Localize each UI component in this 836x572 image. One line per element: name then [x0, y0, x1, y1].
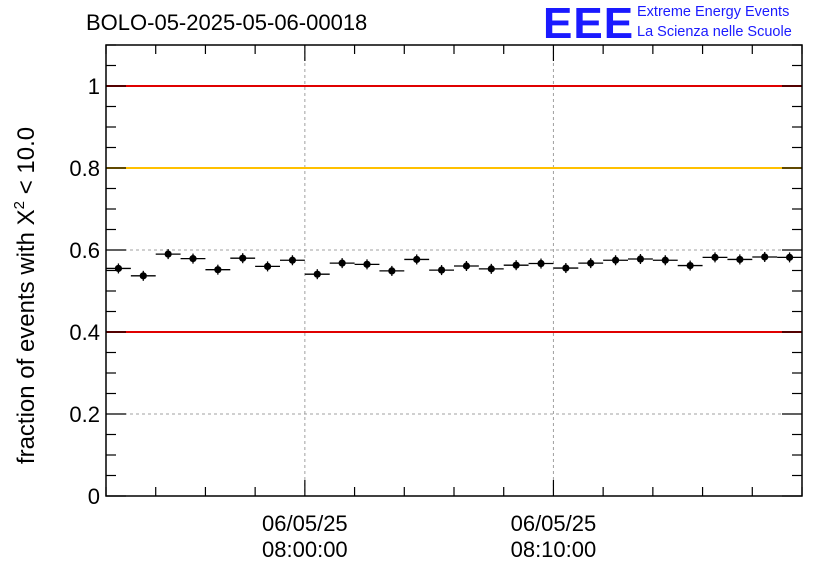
eee-logo-line2: La Scienza nelle Scuole — [637, 24, 792, 40]
data-point — [661, 256, 669, 264]
data-point — [761, 253, 769, 261]
data-point — [388, 267, 396, 275]
y-tick-label: 1 — [88, 74, 100, 99]
data-point — [114, 264, 123, 273]
y-axis-label-sup: 2 — [11, 201, 28, 209]
data-point — [462, 262, 471, 270]
data-points — [106, 249, 802, 281]
data-point — [711, 253, 719, 261]
y-axis-label-prefix: fraction of events with — [13, 225, 40, 464]
eee-logo-line1: Extreme Energy Events — [637, 4, 790, 20]
y-tick-label: 0.4 — [69, 320, 100, 345]
data-point — [562, 264, 570, 272]
data-point — [189, 255, 197, 263]
data-point — [636, 255, 645, 263]
x-tick-label-date: 06/05/25 — [262, 511, 348, 536]
y-tick-labels: 0 0.2 0.4 0.6 0.8 1 — [69, 74, 100, 509]
reference-lines — [106, 85, 802, 333]
data-point — [164, 250, 172, 258]
data-point — [338, 259, 346, 267]
y-tick-label: 0.8 — [69, 156, 100, 181]
data-point — [139, 272, 147, 280]
data-point — [413, 255, 421, 264]
data-point — [736, 255, 744, 264]
x-tick-label-time: 08:00:00 — [262, 537, 348, 562]
data-point — [537, 259, 545, 268]
axis-ticks — [105, 44, 803, 497]
data-point — [686, 261, 694, 270]
data-point — [363, 260, 371, 268]
data-point — [587, 259, 595, 267]
data-point — [512, 261, 520, 269]
y-axis-label-symbol: X — [13, 209, 40, 225]
x-tick-label-time: 08:10:00 — [511, 537, 597, 562]
data-point — [214, 266, 222, 274]
y-tick-label: 0.2 — [69, 402, 100, 427]
y-axis-label-suffix: < 10.0 — [13, 127, 40, 201]
data-point — [239, 254, 247, 262]
data-point — [611, 256, 620, 264]
data-point — [785, 253, 794, 261]
data-point — [263, 262, 272, 270]
data-point — [313, 270, 321, 278]
eee-logo-mark: EEE — [543, 0, 635, 48]
data-point — [487, 265, 495, 273]
y-tick-label: 0 — [88, 484, 100, 509]
chart-title: BOLO-05-2025-05-06-00018 — [86, 10, 368, 35]
data-point — [288, 256, 297, 264]
data-point — [437, 266, 446, 274]
y-tick-label: 0.6 — [69, 238, 100, 263]
x-tick-label-date: 06/05/25 — [511, 511, 597, 536]
y-axis-label: fraction of events with X2 < 10.0 — [11, 127, 40, 464]
